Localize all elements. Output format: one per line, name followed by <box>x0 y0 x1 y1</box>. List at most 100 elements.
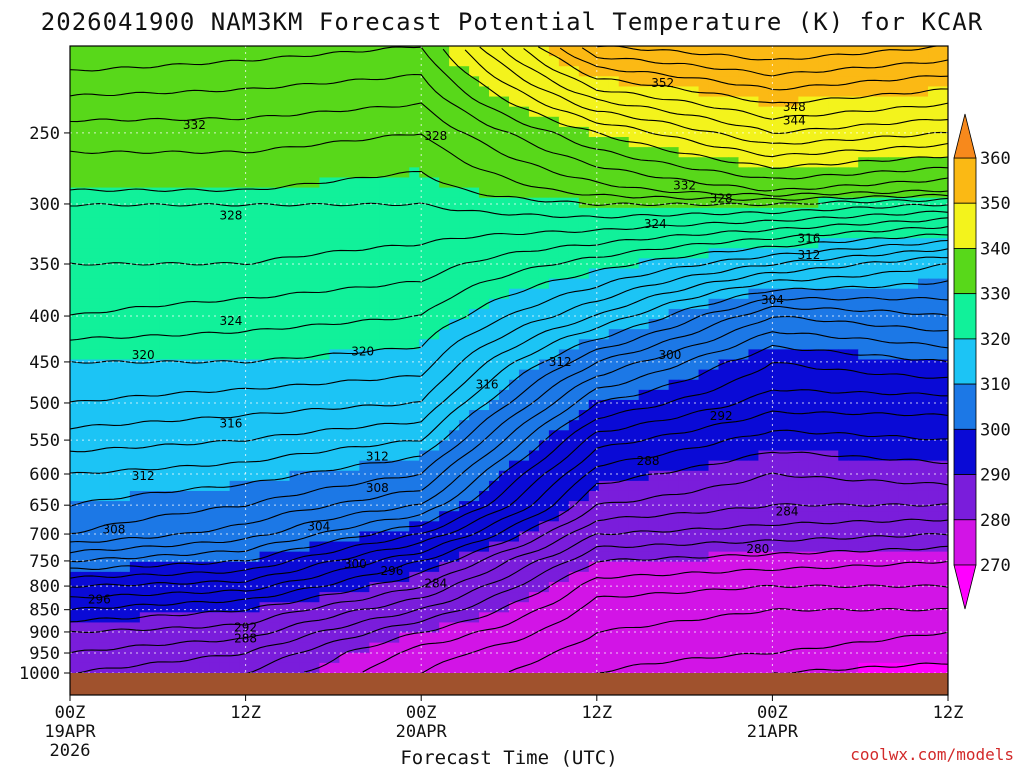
theta-cell <box>718 298 730 310</box>
theta-cell <box>199 187 211 199</box>
theta-cell <box>878 217 889 229</box>
theta-cell <box>109 349 121 361</box>
theta-cell <box>528 501 540 512</box>
theta-cell <box>698 319 710 330</box>
theta-cell <box>698 440 710 452</box>
theta-cell <box>319 288 331 300</box>
theta-cell <box>598 76 610 88</box>
theta-cell <box>928 602 939 613</box>
theta-cell <box>479 339 490 350</box>
theta-cell <box>189 501 201 512</box>
theta-cell <box>788 420 799 431</box>
theta-cell <box>199 207 211 219</box>
theta-cell <box>449 349 460 361</box>
theta-cell <box>379 157 390 168</box>
theta-cell <box>409 187 420 199</box>
theta-cell <box>578 571 590 583</box>
theta-cell <box>528 56 540 67</box>
theta-cell <box>608 450 620 462</box>
theta-cell <box>159 571 171 583</box>
theta-cell <box>169 56 181 67</box>
theta-cell <box>618 46 630 57</box>
theta-cell <box>528 561 540 573</box>
theta-cell <box>558 480 570 492</box>
theta-cell <box>229 238 241 249</box>
theta-cell <box>728 541 740 553</box>
theta-cell <box>808 86 819 98</box>
theta-cell <box>558 612 570 624</box>
theta-cell <box>79 116 91 128</box>
theta-cell <box>568 147 580 158</box>
theta-cell <box>369 490 380 502</box>
theta-cell <box>509 177 520 189</box>
theta-cell <box>179 602 191 613</box>
theta-cell <box>878 137 889 148</box>
theta-cell <box>109 147 121 158</box>
theta-cell <box>618 531 630 543</box>
theta-cell <box>179 66 191 77</box>
theta-cell <box>129 106 141 118</box>
theta-cell <box>149 228 161 239</box>
theta-cell <box>379 561 390 573</box>
theta-cell <box>399 329 410 340</box>
theta-cell <box>249 308 261 320</box>
theta-cell <box>309 207 321 219</box>
theta-cell <box>638 329 650 340</box>
theta-cell <box>528 349 540 361</box>
theta-cell <box>618 329 630 340</box>
theta-cell <box>658 86 670 98</box>
theta-cell <box>469 460 480 472</box>
theta-cell <box>199 126 211 138</box>
theta-cell <box>429 66 440 77</box>
theta-cell <box>528 187 540 199</box>
theta-cell <box>289 541 301 553</box>
theta-cell <box>938 106 948 118</box>
theta-cell <box>489 248 500 259</box>
theta-cell <box>818 440 829 452</box>
theta-cell <box>89 501 101 512</box>
theta-cell <box>499 56 510 67</box>
theta-cell <box>578 339 590 350</box>
theta-cell <box>99 167 111 179</box>
theta-cell <box>848 521 859 533</box>
theta-cell <box>279 207 291 219</box>
theta-cell <box>518 157 530 168</box>
theta-cell <box>499 551 510 563</box>
theta-cell <box>389 228 400 239</box>
theta-cell <box>648 379 660 391</box>
theta-cell <box>558 430 570 441</box>
theta-cell <box>808 531 819 543</box>
theta-cell <box>638 480 650 492</box>
theta-cell <box>139 308 151 320</box>
theta-cell <box>668 228 680 239</box>
theta-cell <box>888 369 899 381</box>
theta-cell <box>668 359 680 371</box>
theta-cell <box>70 126 81 138</box>
theta-cell <box>778 177 789 189</box>
theta-cell <box>309 66 321 77</box>
theta-cell <box>379 450 390 462</box>
theta-cell <box>518 339 530 350</box>
theta-cell <box>678 612 690 624</box>
theta-cell <box>628 561 640 573</box>
theta-cell <box>149 308 161 320</box>
theta-cell <box>648 106 660 118</box>
theta-cell <box>189 177 201 189</box>
theta-cell <box>858 126 869 138</box>
theta-cell <box>728 410 740 421</box>
theta-cell <box>688 430 700 441</box>
theta-cell <box>588 308 600 320</box>
theta-cell <box>79 581 91 593</box>
theta-cell <box>219 167 231 179</box>
theta-cell <box>898 339 909 350</box>
theta-cell <box>548 349 560 361</box>
theta-cell <box>419 551 430 563</box>
theta-cell <box>139 410 151 421</box>
theta-cell <box>928 531 939 543</box>
theta-cell <box>419 248 430 259</box>
theta-cell <box>758 571 770 583</box>
theta-cell <box>768 177 779 189</box>
theta-cell <box>379 430 390 441</box>
theta-cell <box>738 389 750 401</box>
theta-cell <box>608 278 620 290</box>
